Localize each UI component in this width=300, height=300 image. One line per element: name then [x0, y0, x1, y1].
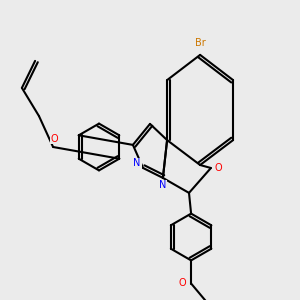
Text: N: N [134, 158, 141, 169]
Text: N: N [159, 180, 166, 190]
Text: O: O [179, 278, 187, 289]
Text: O: O [214, 163, 222, 173]
Text: O: O [51, 134, 58, 144]
Text: Br: Br [195, 38, 206, 48]
